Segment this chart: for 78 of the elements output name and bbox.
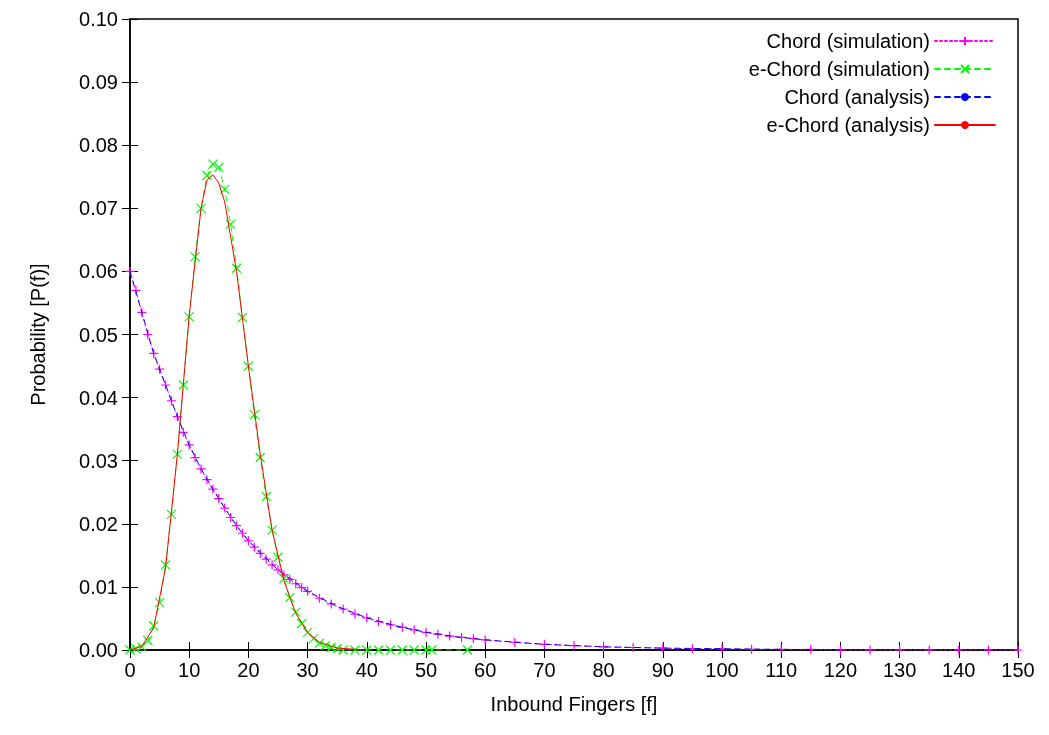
point	[409, 644, 420, 656]
point	[172, 449, 183, 460]
point	[166, 509, 177, 520]
point	[142, 635, 153, 646]
point	[278, 573, 290, 584]
point	[219, 184, 230, 195]
point	[231, 263, 242, 274]
point	[190, 251, 201, 262]
x-tick-label: 60	[474, 659, 497, 681]
line-series	[129, 270, 841, 651]
point	[255, 452, 266, 463]
point	[290, 607, 301, 618]
x-tick-label: 70	[533, 659, 556, 681]
point	[320, 640, 331, 651]
x-axis-title: Inbound Fingers [f]	[490, 693, 658, 715]
point	[420, 644, 432, 656]
y-axis-title: Probability [P(f)]	[27, 263, 49, 406]
x-tick-label: 80	[592, 659, 615, 681]
y-tick-label: 0.04	[79, 386, 118, 409]
y-tick-label: 0.03	[79, 449, 118, 472]
x-tick-label: 20	[237, 659, 260, 681]
y-tick-label: 0.02	[79, 512, 118, 535]
point	[249, 409, 260, 420]
point	[326, 642, 337, 653]
legend-label: Chord (simulation)	[766, 30, 930, 52]
y-tick-label: 0.09	[79, 71, 118, 94]
point	[261, 491, 272, 502]
point	[266, 525, 278, 536]
point	[397, 644, 408, 656]
point	[338, 644, 349, 656]
point	[284, 592, 295, 603]
point	[308, 633, 319, 644]
x-tick-label: 30	[296, 659, 319, 681]
x-tick-label: 140	[942, 659, 976, 681]
point	[272, 552, 284, 563]
point	[184, 311, 195, 322]
point	[136, 641, 147, 652]
point	[154, 597, 165, 608]
y-tick-label: 0.07	[79, 197, 118, 220]
x-tick-label: 10	[178, 659, 201, 681]
point	[462, 644, 473, 656]
legend-label: Chord (analysis)	[784, 86, 930, 108]
point	[349, 644, 361, 656]
x-tick-label: 90	[651, 659, 674, 681]
legend-label: e-Chord (simulation)	[748, 58, 930, 80]
x-tick-label: 110	[765, 659, 798, 681]
point	[201, 170, 213, 181]
point	[426, 644, 438, 656]
point	[160, 559, 171, 570]
x-tick-label: 50	[414, 659, 438, 681]
point	[373, 644, 384, 656]
x-tick-label: 150	[1001, 659, 1035, 681]
point	[225, 218, 236, 230]
point	[361, 644, 372, 656]
x-tick-label: 0	[124, 659, 136, 681]
point	[237, 312, 248, 323]
line-series	[129, 174, 368, 651]
point	[296, 618, 307, 629]
y-tick-label: 0.05	[79, 323, 118, 346]
point	[213, 162, 224, 173]
x-tick-label: 120	[823, 659, 858, 681]
y-tick-label: 0.00	[79, 639, 118, 661]
x-tick-label: 100	[705, 659, 739, 681]
point	[332, 643, 343, 654]
x-tick-label: 130	[882, 659, 917, 681]
point	[178, 379, 189, 391]
point	[314, 637, 325, 649]
point	[385, 644, 396, 656]
point	[243, 360, 254, 372]
point	[207, 159, 218, 170]
legend-label: e-Chord (analysis)	[766, 114, 930, 136]
x-tick-label: 40	[355, 659, 378, 681]
point	[195, 203, 207, 214]
point	[148, 620, 159, 632]
y-tick-label: 0.01	[79, 575, 118, 598]
y-tick-label: 0.10	[79, 8, 118, 30]
y-tick-label: 0.06	[79, 260, 118, 283]
y-tick-label: 0.08	[79, 134, 118, 157]
